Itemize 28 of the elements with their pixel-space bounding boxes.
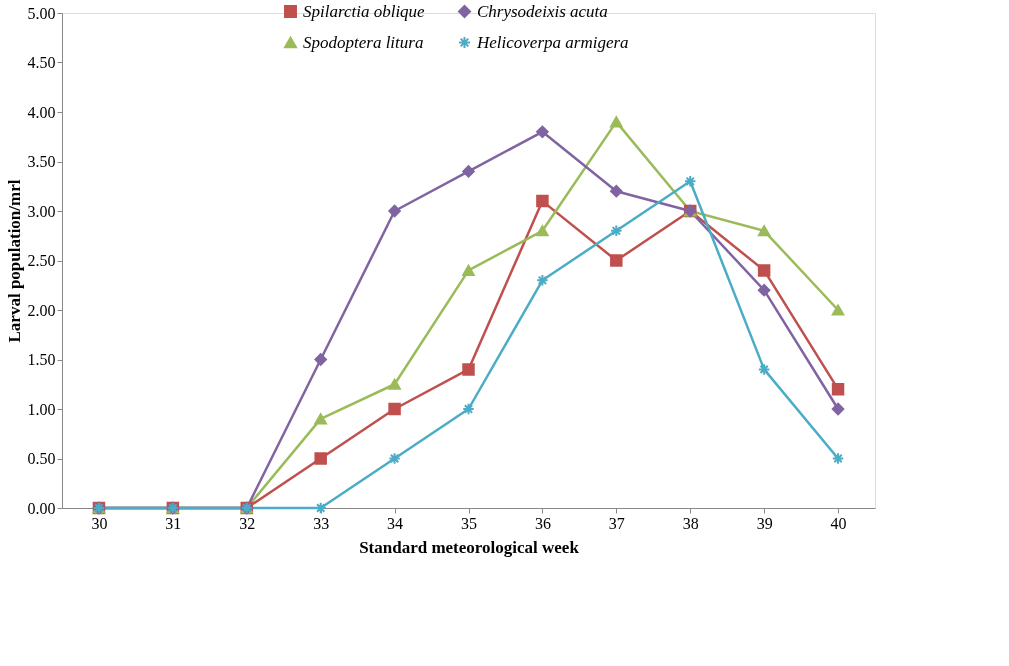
legend-label: Chrysodeixis acuta	[477, 1, 608, 21]
x-tick-label: 33	[313, 514, 330, 532]
y-tick-label: 3.00	[27, 202, 56, 220]
y-tick-label: 5.00	[27, 4, 56, 22]
x-tick-label: 32	[239, 514, 256, 532]
y-tick-label: 0.00	[27, 499, 56, 517]
x-tick-label: 30	[91, 514, 108, 532]
y-tick-label: 4.00	[27, 103, 56, 121]
legend-label: Spilarctia oblique	[303, 1, 426, 21]
y-tick-label: 2.50	[27, 252, 56, 269]
x-tick-label: 31	[165, 514, 182, 532]
x-tick-label: 38	[682, 514, 699, 532]
x-tick-label: 39	[756, 514, 773, 532]
y-tick-label: 2.00	[27, 301, 56, 319]
y-tick-label: 4.50	[27, 54, 56, 71]
y-tick-label: 1.50	[27, 351, 56, 368]
y-tick-label: 3.50	[27, 153, 56, 170]
x-tick-label: 37	[608, 514, 625, 532]
y-tick-label: 1.00	[27, 400, 56, 418]
x-tick-label: 40	[830, 514, 847, 532]
y-tick-label: 0.50	[27, 450, 56, 467]
legend-label: Spodoptera litura	[303, 32, 424, 52]
x-axis-title: Standard meteorological week	[359, 537, 580, 557]
y-axis-title: Larval population/mrl	[4, 179, 24, 343]
x-tick-label: 36	[534, 514, 551, 532]
x-tick-label: 34	[387, 514, 404, 532]
x-tick-label: 35	[461, 514, 477, 532]
legend-label: Helicoverpa armigera	[476, 32, 629, 52]
